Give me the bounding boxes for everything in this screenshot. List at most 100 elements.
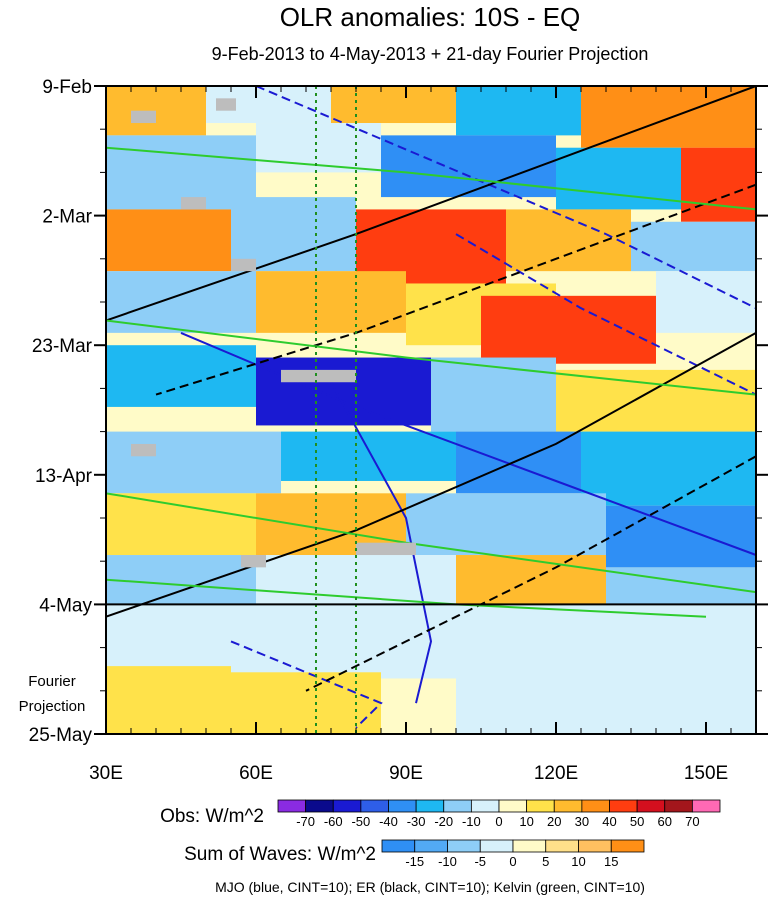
anomaly-cell xyxy=(381,135,556,198)
chart-subtitle: 9-Feb-2013 to 4-May-2013 + 21-day Fourie… xyxy=(212,44,649,64)
obs-colorbar-swatch xyxy=(691,799,721,813)
obs-colorbar-level-label: -20 xyxy=(434,814,453,829)
obs-colorbar-swatch xyxy=(553,799,583,813)
er-contour xyxy=(155,183,756,396)
missing-data-patch xyxy=(131,110,156,124)
obs-colorbar: -70 -60 -50 -40 -30 -20 -10 0 10 20 30 40 50 60 70 xyxy=(277,799,721,829)
anomaly-cell xyxy=(106,493,256,556)
anomaly-cell xyxy=(606,567,756,605)
mjo-contour xyxy=(330,381,433,704)
y-axis: 9-Feb 2-Mar 23-Mar 13-Apr 4-May 25-May xyxy=(29,77,768,746)
chart-title: OLR anomalies: 10S - EQ xyxy=(280,2,581,32)
anomaly-cell xyxy=(281,431,456,481)
y-tick-label: 25-May xyxy=(29,725,93,746)
x-tick-label: 150E xyxy=(684,763,728,784)
missing-data-patch xyxy=(131,443,156,457)
missing-data-patches xyxy=(131,98,416,568)
obs-colorbar-level-label: 40 xyxy=(602,814,616,829)
obs-colorbar-swatch xyxy=(581,799,610,813)
missing-data-patch xyxy=(241,555,266,568)
y-tick-label: 4-May xyxy=(39,595,92,616)
x-tick-label: 90E xyxy=(389,763,423,784)
waves-colorbar-swatch xyxy=(545,839,579,853)
y-tick-label: 23-Mar xyxy=(32,336,93,357)
mjo-contour xyxy=(455,233,756,396)
obs-colorbar-level-label: -30 xyxy=(407,814,426,829)
missing-data-patch xyxy=(216,98,236,111)
y-tick-label: 13-Apr xyxy=(35,466,93,487)
fourier-projection-label-line2: Projection xyxy=(19,698,86,715)
waves-colorbar-swatch xyxy=(447,839,481,853)
anomaly-cell xyxy=(656,271,756,333)
anomaly-cell xyxy=(631,221,756,272)
contour-legend-note: MJO (blue, CINT=10); ER (black, CINT=10)… xyxy=(215,879,645,895)
obs-colorbar-level-label: 60 xyxy=(658,814,672,829)
waves-colorbar-label: Sum of Waves: W/m^2 xyxy=(184,844,376,865)
obs-colorbar-level-label: -70 xyxy=(296,814,315,829)
mjo-contour xyxy=(255,86,756,310)
missing-data-patch xyxy=(181,197,206,210)
waves-colorbar-level-label: 15 xyxy=(604,854,618,869)
kelvin-contour xyxy=(106,319,756,396)
obs-colorbar-level-label: -60 xyxy=(324,814,343,829)
anomaly-cell xyxy=(231,672,381,734)
waves-colorbar-level-label: 5 xyxy=(542,854,549,869)
anomaly-cell xyxy=(431,357,556,432)
waves-colorbar-swatch xyxy=(610,839,645,853)
waves-colorbar-swatch xyxy=(414,839,448,853)
obs-colorbar-swatch xyxy=(636,799,666,813)
obs-colorbar-swatch xyxy=(305,799,334,813)
anomaly-cell xyxy=(106,431,281,494)
anomaly-cell xyxy=(256,123,381,173)
obs-colorbar-swatch xyxy=(415,799,445,813)
anomaly-cell xyxy=(681,147,756,222)
anomaly-cell xyxy=(606,505,756,568)
er-contour xyxy=(106,332,756,618)
waves-colorbar-level-label: 0 xyxy=(509,854,516,869)
waves-colorbar-level-label: -10 xyxy=(438,854,457,869)
obs-colorbar-swatch xyxy=(609,799,638,813)
obs-colorbar-swatch xyxy=(388,799,417,813)
obs-colorbar-level-label: 50 xyxy=(630,814,644,829)
x-tick-label: 60E xyxy=(239,763,273,784)
anomaly-cell xyxy=(106,345,256,407)
waves-colorbar-level-label: 10 xyxy=(571,854,585,869)
missing-data-patch xyxy=(356,542,416,556)
waves-colorbar-swatch xyxy=(512,839,547,853)
obs-colorbar-level-label: 10 xyxy=(519,814,533,829)
anomaly-cell xyxy=(406,493,606,556)
obs-colorbar-level-label: -40 xyxy=(379,814,398,829)
reference-lines xyxy=(315,86,357,734)
obs-colorbar-swatch xyxy=(498,799,528,813)
obs-colorbar-swatch xyxy=(526,799,555,813)
waves-colorbar-swatch xyxy=(578,839,612,853)
obs-colorbar-swatch xyxy=(360,799,389,813)
obs-colorbar-swatch xyxy=(470,799,500,813)
waves-colorbar-swatch xyxy=(479,839,514,853)
obs-colorbar-label: Obs: W/m^2 xyxy=(160,806,264,827)
er-contour xyxy=(106,86,756,322)
obs-colorbar-swatch xyxy=(443,799,472,813)
anomaly-cell xyxy=(106,271,256,333)
anomaly-cell xyxy=(331,86,456,124)
waves-colorbar: -15 -10 -5 0 5 10 15 xyxy=(381,839,645,869)
anomaly-cell xyxy=(481,295,656,364)
anomaly-cell xyxy=(506,209,631,272)
obs-colorbar-swatch xyxy=(664,799,693,813)
anomaly-cell xyxy=(581,431,756,506)
anomaly-cell xyxy=(256,357,431,426)
obs-colorbar-level-label: -10 xyxy=(462,814,481,829)
obs-colorbar-level-label: -50 xyxy=(351,814,370,829)
obs-colorbar-level-label: 20 xyxy=(547,814,561,829)
obs-colorbar-level-label: 70 xyxy=(685,814,699,829)
waves-colorbar-level-label: -5 xyxy=(474,854,486,869)
waves-colorbar-swatch xyxy=(381,839,416,853)
anomaly-cell xyxy=(106,209,231,272)
anomaly-cell xyxy=(106,666,231,734)
x-tick-label: 120E xyxy=(534,763,578,784)
kelvin-contour xyxy=(106,146,756,211)
x-axis: 30E 60E 90E 120E 150E xyxy=(89,86,732,784)
anomaly-cell xyxy=(456,86,581,136)
x-tick-label: 30E xyxy=(89,763,123,784)
